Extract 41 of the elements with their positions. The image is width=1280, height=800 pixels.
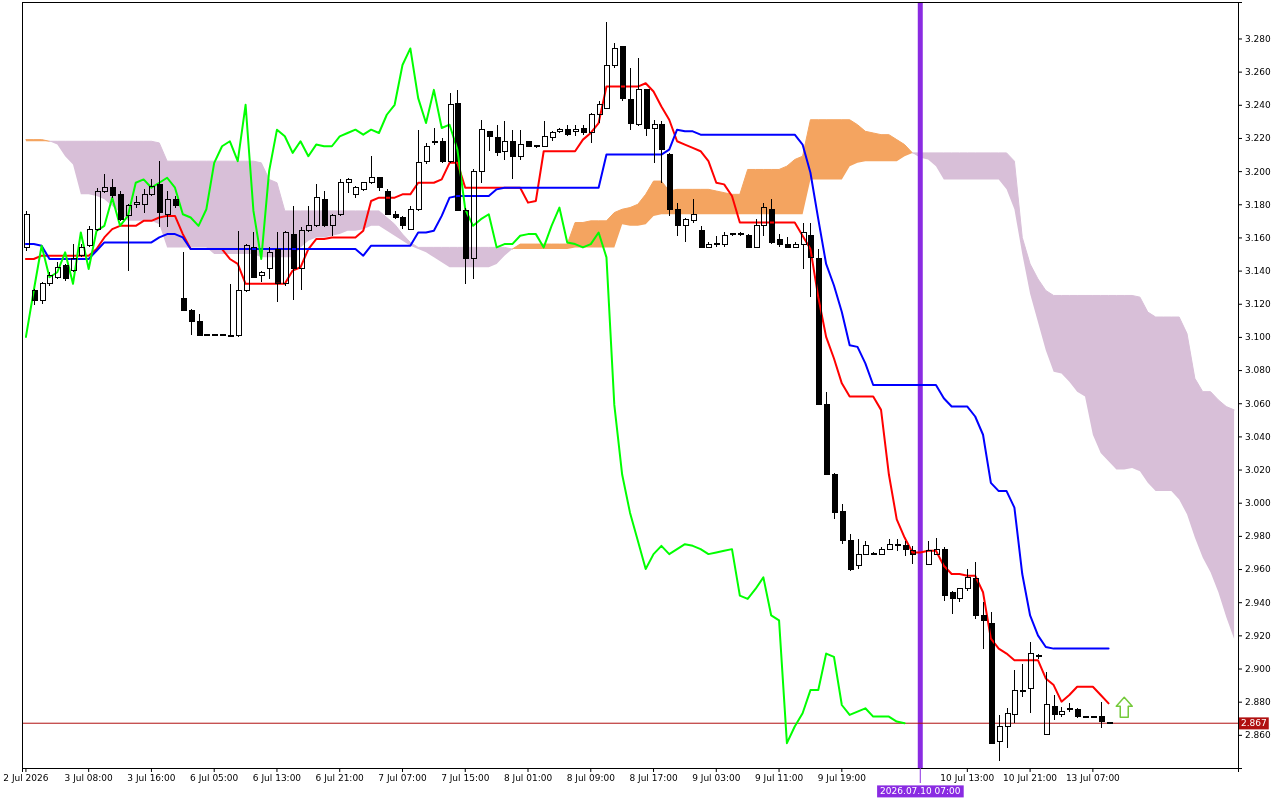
- y-tick-label: 3.120: [1245, 299, 1272, 310]
- x-tick-label: 7 Jul 15:00: [441, 773, 490, 784]
- x-tick-label: 7 Jul 07:00: [378, 773, 427, 784]
- x-tick-label: 10 Jul 13:00: [940, 773, 995, 784]
- x-tick-label: 9 Jul 03:00: [692, 773, 741, 784]
- x-tick-label: 6 Jul 21:00: [315, 773, 365, 784]
- x-tick-label: 3 Jul 16:00: [127, 773, 176, 784]
- x-tick-label: 6 Jul 13:00: [252, 773, 302, 784]
- y-tick-label: 3.040: [1245, 431, 1272, 442]
- x-tick-label: 2 Jul 2026: [3, 773, 49, 784]
- y-tick-label: 2.880: [1245, 697, 1272, 708]
- y-tick-label: 2.920: [1245, 630, 1272, 641]
- y-tick-label: 2.960: [1245, 564, 1272, 575]
- y-tick-label: 2.900: [1245, 663, 1272, 674]
- ref-line-label: 2.867: [1241, 718, 1267, 729]
- y-tick-label: 3.020: [1245, 464, 1272, 475]
- y-tick-label: 3.160: [1245, 232, 1272, 243]
- x-tick-label: 2026.07.10 07:00: [880, 786, 961, 797]
- x-tick-label: 8 Jul 17:00: [629, 773, 678, 784]
- x-tick-label: 13 Jul 07:00: [1065, 773, 1121, 784]
- y-tick-label: 3.280: [1245, 33, 1272, 44]
- y-tick-label: 3.000: [1245, 498, 1272, 509]
- y-tick-label: 2.860: [1245, 730, 1272, 741]
- y-tick-label: 3.100: [1245, 332, 1272, 343]
- y-tick-label: 3.200: [1245, 166, 1272, 177]
- y-tick-label: 3.180: [1245, 199, 1272, 210]
- x-tick-label: 10 Jul 21:00: [1003, 773, 1058, 784]
- y-tick-label: 3.060: [1245, 398, 1272, 409]
- y-tick-label: 3.240: [1245, 100, 1272, 111]
- y-tick-label: 2.980: [1245, 531, 1272, 542]
- x-tick-label: 3 Jul 08:00: [64, 773, 114, 784]
- x-tick-label: 9 Jul 11:00: [754, 773, 804, 784]
- y-tick-label: 3.220: [1245, 133, 1272, 144]
- y-tick-label: 3.140: [1245, 265, 1272, 276]
- x-tick-label: 9 Jul 19:00: [817, 773, 867, 784]
- y-tick-label: 2.940: [1245, 597, 1272, 608]
- y-tick-label: 3.080: [1245, 365, 1272, 376]
- y-tick-label: 3.260: [1245, 67, 1272, 78]
- x-tick-label: 8 Jul 01:00: [503, 773, 553, 784]
- x-tick-label: 8 Jul 09:00: [566, 773, 616, 784]
- x-tick-label: 6 Jul 05:00: [190, 773, 239, 784]
